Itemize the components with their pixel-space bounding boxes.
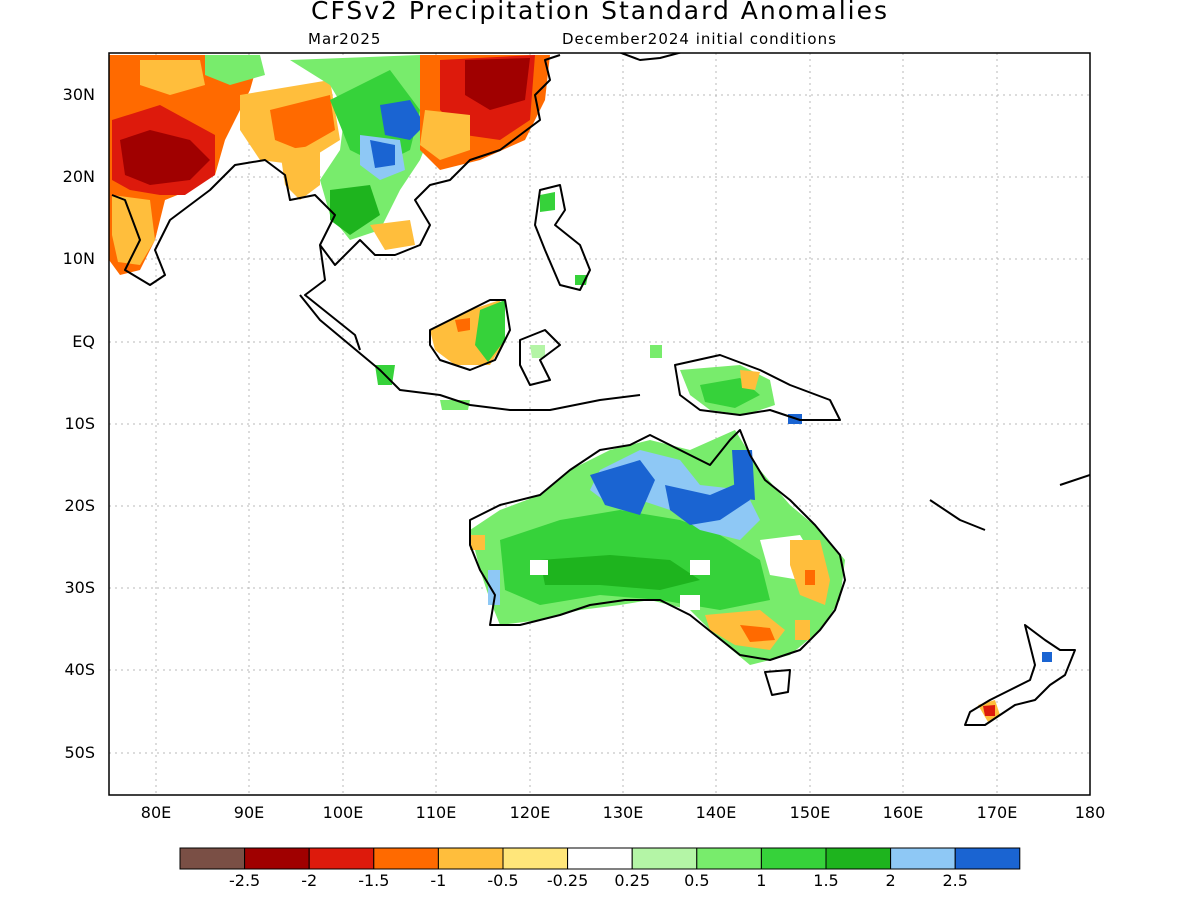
lon-label: 170E	[976, 803, 1018, 822]
colorbar-tick-label: -1.5	[358, 871, 390, 890]
colorbar-swatch	[760, 847, 827, 870]
colorbar-tick-label: 1	[756, 871, 767, 890]
lat-label: 50S	[64, 743, 95, 762]
lon-label: 110E	[415, 803, 457, 822]
lat-label: EQ	[72, 332, 95, 351]
lat-label: 40S	[64, 660, 95, 679]
colorbar-tick-label: 1.5	[813, 871, 839, 890]
map-frame	[108, 52, 1091, 796]
lon-label: 80E	[140, 803, 172, 822]
lon-label: 150E	[789, 803, 831, 822]
colorbar-swatch	[696, 847, 762, 870]
lat-label: 30N	[62, 85, 95, 104]
asia-anomaly-field	[109, 55, 588, 285]
lat-label: 30S	[64, 578, 95, 597]
colorbar-swatch	[244, 847, 310, 870]
colorbar-swatch	[179, 847, 246, 870]
forecast-month: Mar2025	[308, 30, 382, 48]
colorbar-swatch	[502, 847, 569, 870]
lon-label: 140E	[695, 803, 737, 822]
lon-label: 160E	[882, 803, 924, 822]
colorbar-tick-label: 0.25	[614, 871, 650, 890]
colorbar-tick-label: -0.5	[487, 871, 519, 890]
graticule	[109, 53, 1090, 795]
colorbar-swatch	[825, 847, 892, 870]
initial-conditions-label: December2024 initial conditions	[562, 30, 837, 48]
lat-label: 20S	[64, 496, 95, 515]
coastlines	[111, 53, 1090, 726]
lat-label: 10N	[62, 249, 95, 268]
lon-label: 130E	[602, 803, 644, 822]
new-guinea-anomaly-field	[680, 365, 802, 424]
maritime-anomaly-field	[375, 300, 662, 410]
map-title: CFSv2 Precipitation Standard Anomalies	[310, 0, 889, 25]
colorbar-tick-label: 2	[885, 871, 896, 890]
lon-label: 100E	[322, 803, 364, 822]
colorbar-tick-label: -2.5	[228, 871, 261, 890]
lat-label: 10S	[64, 414, 95, 433]
colorbar-tick-label: -1	[430, 871, 447, 890]
colorbar-tick-label: 0.5	[684, 871, 710, 890]
colorbar-swatch	[954, 847, 1021, 870]
colorbar-swatch	[631, 847, 698, 870]
colorbar-swatch	[373, 847, 439, 870]
new-zealand-anomaly-field	[978, 652, 1052, 722]
colorbar-tick-label: -2	[301, 871, 318, 890]
colorbar-tick-label: 2.5	[942, 871, 968, 890]
colorbar	[179, 847, 1021, 870]
lat-label: 20N	[62, 167, 95, 186]
lon-label: 90E	[233, 803, 265, 822]
lon-label: 120E	[509, 803, 551, 822]
colorbar-swatch	[437, 847, 504, 870]
colorbar-swatch	[567, 847, 633, 870]
australia-anomaly-field	[470, 430, 845, 665]
colorbar-swatch	[890, 847, 956, 870]
lon-label: 180	[1074, 803, 1106, 822]
colorbar-tick-label: -0.25	[546, 871, 589, 890]
colorbar-swatch	[308, 847, 375, 870]
